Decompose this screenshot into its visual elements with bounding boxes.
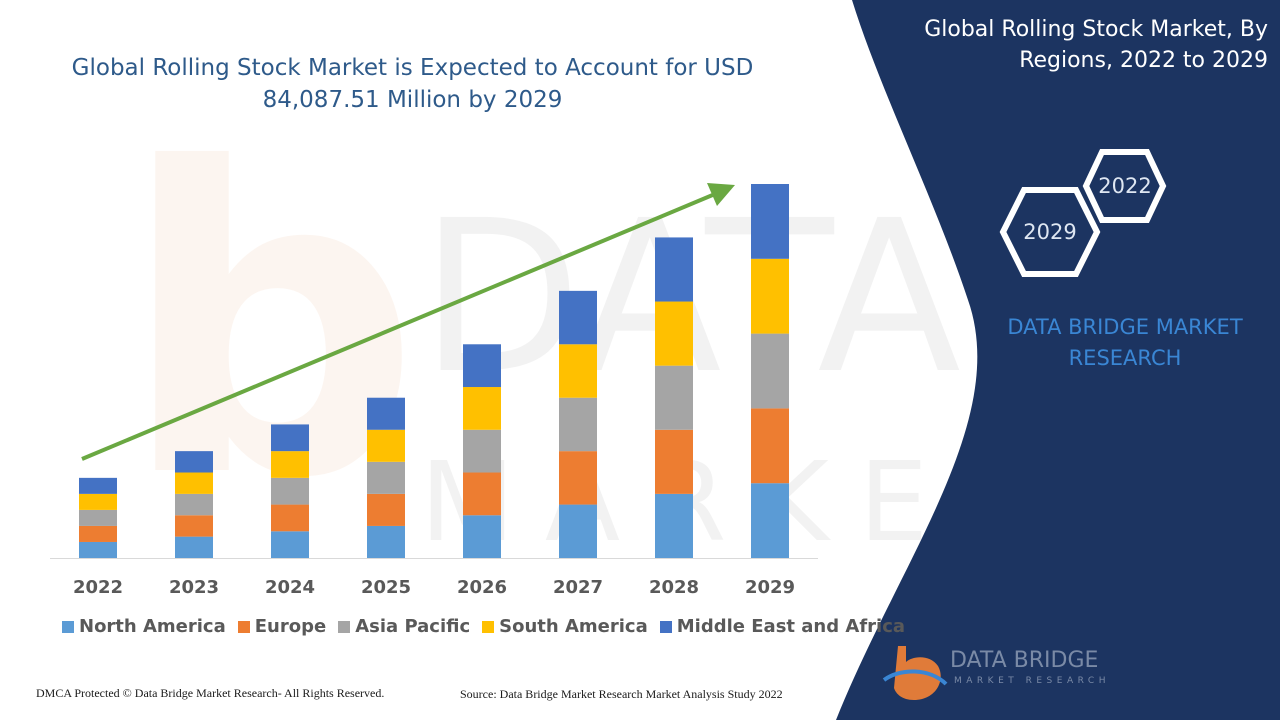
x-tick-label: 2029 — [745, 577, 795, 598]
bar-2029-middle-east-and-africa — [751, 184, 789, 259]
bar-2025-middle-east-and-africa — [367, 397, 405, 430]
legend-item: Asia Pacific — [338, 616, 470, 637]
bar-2025-north-america — [367, 525, 405, 558]
source-text: Source: Data Bridge Market Research Mark… — [460, 687, 783, 701]
bar-2027-north-america — [559, 504, 597, 558]
bar-2026-europe — [463, 472, 501, 516]
bar-2029-europe — [751, 408, 789, 484]
bar-2026-asia-pacific — [463, 429, 501, 473]
bar-2028-middle-east-and-africa — [655, 237, 693, 302]
bar-2022-asia-pacific — [79, 509, 117, 526]
data-bridge-logo-icon — [882, 646, 948, 700]
hex-year-front: 2029 — [1023, 220, 1077, 244]
right-panel — [836, 0, 1280, 720]
legend-swatch — [62, 620, 74, 633]
bar-2023-middle-east-and-africa — [175, 451, 213, 473]
bar-2023-asia-pacific — [175, 493, 213, 516]
legend-item: Middle East and Africa — [659, 616, 906, 637]
bar-2024-south-america — [271, 451, 309, 478]
bar-2026-south-america — [463, 387, 501, 430]
logo-name: DATA BRIDGE — [950, 648, 1099, 673]
bar-2026-north-america — [463, 515, 501, 558]
legend-item: Europe — [237, 616, 327, 637]
x-tick-label: 2027 — [553, 577, 603, 598]
bar-2022-north-america — [79, 541, 117, 558]
legend-label: Middle East and Africa — [676, 616, 906, 637]
bar-2023-north-america — [175, 536, 213, 558]
bar-2027-asia-pacific — [559, 397, 597, 452]
hexagon-back-icon — [1082, 149, 1167, 223]
bar-2024-asia-pacific — [271, 477, 309, 505]
legend-swatch — [659, 620, 672, 633]
bar-2024-europe — [271, 504, 309, 532]
bar-2023-south-america — [175, 472, 213, 494]
bar-2028-asia-pacific — [655, 365, 693, 430]
bar-2029-north-america — [751, 483, 789, 558]
bar-2026-middle-east-and-africa — [463, 344, 501, 388]
x-tick-label: 2026 — [457, 577, 507, 598]
x-tick-label: 2025 — [361, 577, 411, 598]
legend-label: Europe — [254, 616, 327, 637]
logo-subtitle: MARKET RESEARCH — [954, 676, 1110, 686]
bar-2022-middle-east-and-africa — [79, 477, 117, 494]
bar-2029-asia-pacific — [751, 333, 789, 409]
x-tick-label: 2024 — [265, 577, 315, 598]
page-title: Global Rolling Stock Market is Expected … — [71, 55, 754, 113]
x-tick-label: 2028 — [649, 577, 699, 598]
bar-2027-south-america — [559, 344, 597, 398]
bar-2025-europe — [367, 493, 405, 526]
bar-2024-north-america — [271, 531, 309, 558]
legend-swatch — [338, 620, 351, 633]
legend-label: Asia Pacific — [355, 616, 471, 637]
panel-title: Global Rolling Stock Market, By Regions,… — [924, 17, 1268, 73]
bar-2028-europe — [655, 429, 693, 494]
legend-swatch — [237, 620, 250, 633]
legend-label: South America — [499, 616, 648, 637]
trend-arrow-icon — [81, 183, 735, 461]
bar-2028-north-america — [655, 493, 693, 558]
bar-2029-south-america — [751, 258, 789, 334]
hexagon-front-icon — [999, 187, 1101, 277]
bar-2028-south-america — [655, 301, 693, 366]
bar-2027-middle-east-and-africa — [559, 290, 597, 345]
legend-item: North America — [62, 616, 226, 637]
brand-text: DATA BRIDGE MARKET RESEARCH — [1007, 315, 1243, 370]
bar-2022-south-america — [79, 493, 117, 510]
chart-legend: North America Europe Asia Pacific South Ame… — [62, 616, 917, 637]
bar-2022-europe — [79, 525, 117, 542]
hex-year-back: 2022 — [1098, 174, 1152, 198]
bar-2023-europe — [175, 515, 213, 537]
copyright-text: DMCA Protected © Data Bridge Market Rese… — [36, 686, 385, 700]
bar-2025-asia-pacific — [367, 461, 405, 494]
legend-item: South America — [482, 616, 648, 637]
legend-swatch — [482, 620, 495, 633]
x-tick-label: 2022 — [73, 577, 123, 598]
legend-label: North America — [79, 616, 226, 637]
bar-2024-middle-east-and-africa — [271, 424, 309, 452]
bar-2027-europe — [559, 451, 597, 505]
bar-2025-south-america — [367, 429, 405, 462]
x-tick-label: 2023 — [169, 577, 219, 598]
